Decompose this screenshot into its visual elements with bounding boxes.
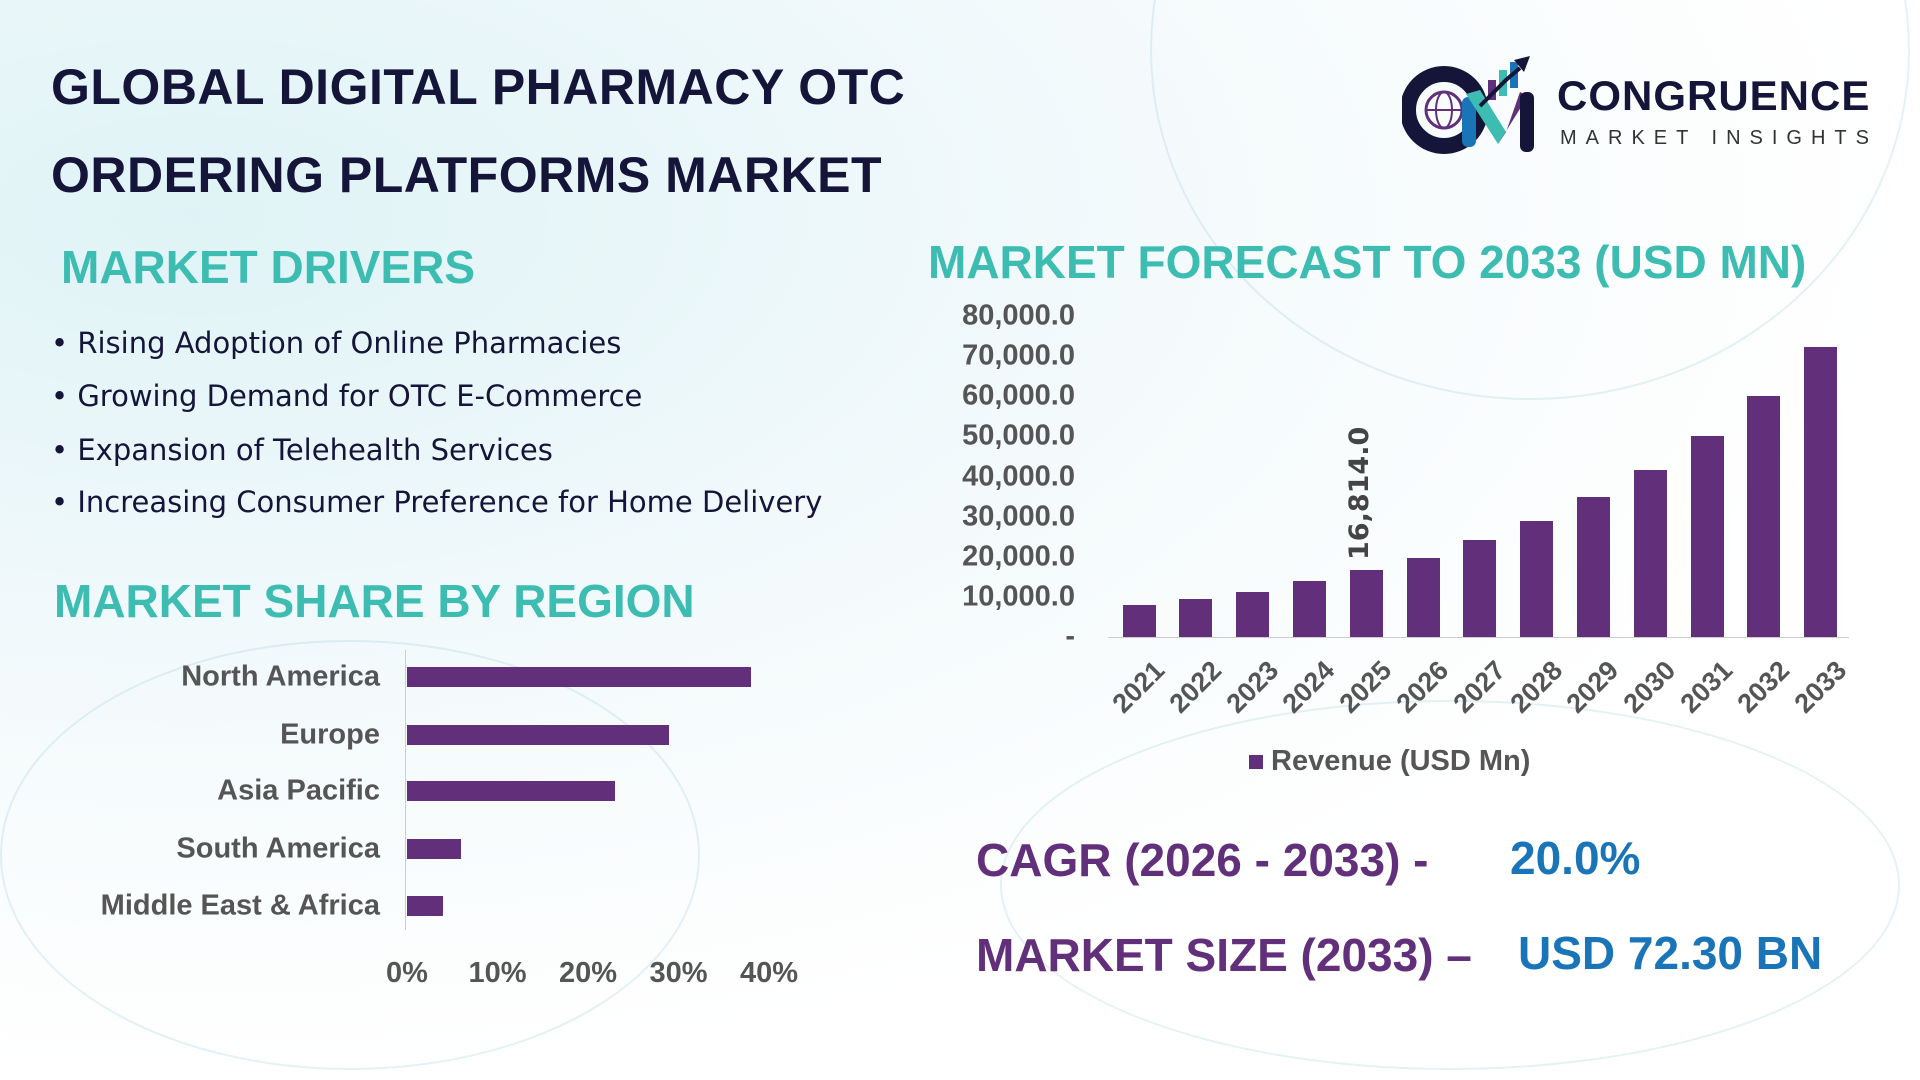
logo-mark-icon xyxy=(1402,56,1534,154)
driver-text: Expansion of Telehealth Services xyxy=(77,433,553,467)
background-wave xyxy=(0,640,700,1070)
forecast-bar xyxy=(1349,569,1383,637)
region-label: North America xyxy=(181,660,380,693)
forecast-bar xyxy=(1690,435,1724,637)
region-chart-title: MARKET SHARE BY REGION xyxy=(54,575,695,627)
region-label: Asia Pacific xyxy=(217,774,380,807)
background-wave xyxy=(1000,700,1900,1070)
region-label: Europe xyxy=(280,718,380,751)
page-title-line-2: ORDERING PLATFORMS MARKET xyxy=(51,147,882,203)
market-size-label: MARKET SIZE (2033) – xyxy=(976,929,1472,981)
forecast-legend: Revenue (USD Mn) xyxy=(1249,745,1530,778)
region-x-tick: 40% xyxy=(739,957,799,989)
forecast-bar xyxy=(1463,540,1497,637)
driver-text: Increasing Consumer Preference for Home … xyxy=(77,485,823,519)
forecast-data-label: 16,814.0 xyxy=(1344,426,1376,560)
forecast-bar xyxy=(1520,520,1554,637)
legend-swatch xyxy=(1249,754,1263,769)
region-bar xyxy=(407,667,751,687)
region-bar xyxy=(407,839,462,859)
forecast-bar xyxy=(1633,470,1667,637)
forecast-y-tick: 30,000.0 xyxy=(962,500,1075,533)
forecast-bar xyxy=(1179,598,1213,637)
driver-text: Rising Adoption of Online Pharmacies xyxy=(77,326,622,360)
driver-item: • Rising Adoption of Online Pharmacies xyxy=(51,326,622,360)
region-x-tick: 20% xyxy=(558,957,618,989)
forecast-y-tick: - xyxy=(1065,620,1075,653)
cagr-value: 20.0% xyxy=(1510,832,1641,884)
region-axis-line xyxy=(405,650,406,930)
logo: CONGRUENCE MARKET INSIGHTS xyxy=(1402,52,1872,156)
forecast-chart-title: MARKET FORECAST TO 2033 (USD MN) xyxy=(928,236,1807,288)
forecast-y-tick: 20,000.0 xyxy=(962,540,1075,573)
driver-item: • Increasing Consumer Preference for Hom… xyxy=(51,485,823,519)
forecast-bar xyxy=(1406,557,1440,637)
forecast-bar xyxy=(1804,346,1838,637)
region-bar xyxy=(407,781,616,801)
logo-name: CONGRUENCE xyxy=(1557,72,1871,119)
forecast-y-tick: 10,000.0 xyxy=(962,580,1075,613)
region-x-tick: 10% xyxy=(468,957,527,989)
region-label: South America xyxy=(176,832,380,865)
forecast-y-tick: 50,000.0 xyxy=(962,419,1075,452)
market-size-value: USD 72.30 BN xyxy=(1518,927,1823,979)
region-bar xyxy=(407,896,444,916)
driver-item: • Growing Demand for OTC E-Commerce xyxy=(51,379,643,413)
cagr-label: CAGR (2026 - 2033) - xyxy=(976,834,1429,886)
forecast-bar xyxy=(1576,497,1610,637)
forecast-y-tick: 70,000.0 xyxy=(962,339,1075,372)
forecast-y-tick: 40,000.0 xyxy=(962,460,1075,492)
region-bar xyxy=(407,725,670,745)
driver-item: • Expansion of Telehealth Services xyxy=(51,433,553,467)
forecast-y-tick: 60,000.0 xyxy=(962,379,1075,412)
forecast-bar xyxy=(1236,591,1270,637)
region-x-tick: 0% xyxy=(386,957,428,989)
legend-label: Revenue (USD Mn) xyxy=(1271,745,1531,777)
driver-text: Growing Demand for OTC E-Commerce xyxy=(77,379,643,413)
forecast-bar xyxy=(1122,605,1156,637)
logo-tagline: MARKET INSIGHTS xyxy=(1560,127,1878,149)
region-label: Middle East & Africa xyxy=(100,889,380,922)
forecast-bar xyxy=(1747,395,1781,637)
forecast-y-tick: 80,000.0 xyxy=(962,299,1075,332)
forecast-x-axis-line xyxy=(1108,637,1849,638)
drivers-heading: MARKET DRIVERS xyxy=(61,241,476,293)
page-title-line-1: GLOBAL DIGITAL PHARMACY OTC xyxy=(51,59,906,115)
forecast-bar xyxy=(1292,580,1326,637)
region-x-tick: 30% xyxy=(649,957,708,989)
